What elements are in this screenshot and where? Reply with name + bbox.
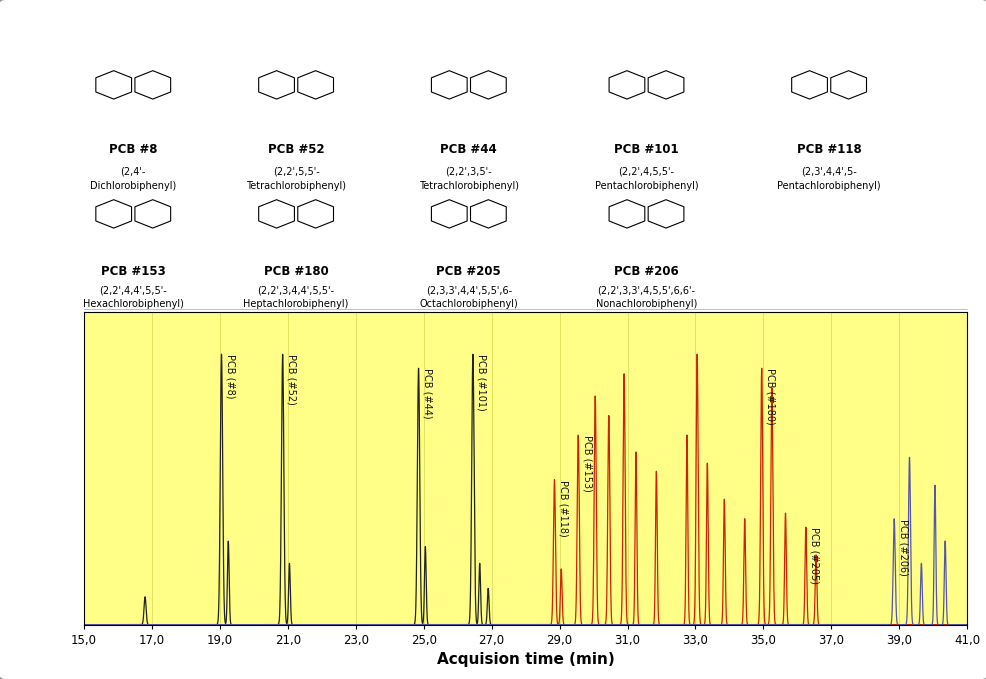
Text: Heptachlorobiphenyl): Heptachlorobiphenyl) [244,299,348,309]
Text: Hexachlorobiphenyl): Hexachlorobiphenyl) [83,299,183,309]
Text: Pentachlorobiphenyl): Pentachlorobiphenyl) [777,181,880,191]
Text: (2,2',3,4,4',5,5'-: (2,2',3,4,4',5,5'- [257,286,334,295]
X-axis label: Acquision time (min): Acquision time (min) [436,653,614,667]
Text: PCB (#205): PCB (#205) [810,527,819,584]
Text: Tetrachlorobiphenyl): Tetrachlorobiphenyl) [246,181,346,191]
Text: PCB (#101): PCB (#101) [476,354,486,411]
Text: PCB #118: PCB #118 [796,143,861,156]
Text: (2,2',5,5'-: (2,2',5,5'- [272,166,319,176]
Text: Nonachlorobiphenyl): Nonachlorobiphenyl) [596,299,696,309]
Text: Pentachlorobiphenyl): Pentachlorobiphenyl) [595,181,697,191]
Text: PCB #101: PCB #101 [613,143,678,156]
Text: PCB (#8): PCB (#8) [226,354,236,399]
Text: (2,3,3',4,4',5,5',6-: (2,3,3',4,4',5,5',6- [425,286,512,295]
Text: Tetrachlorobiphenyl): Tetrachlorobiphenyl) [418,181,519,191]
Text: PCB #180: PCB #180 [263,265,328,278]
Text: (2,2',4,4',5,5'-: (2,2',4,4',5,5'- [100,286,167,295]
Text: PCB #206: PCB #206 [613,265,678,278]
Text: Dichlorobiphenyl): Dichlorobiphenyl) [90,181,176,191]
Text: (2,2',4,5,5'-: (2,2',4,5,5'- [618,166,673,176]
Text: PCB (#206): PCB (#206) [897,519,907,576]
Text: PCB #44: PCB #44 [440,143,497,156]
Text: (2,2',3,3',4,5,5',6,6'-: (2,2',3,3',4,5,5',6,6'- [597,286,695,295]
Text: PCB (#44): PCB (#44) [422,368,432,419]
Text: PCB (#52): PCB (#52) [287,354,297,405]
Text: PCB #205: PCB #205 [436,265,501,278]
Text: (2,3',4,4',5-: (2,3',4,4',5- [801,166,856,176]
Text: PCB #153: PCB #153 [101,265,166,278]
Text: PCB (#118): PCB (#118) [558,479,568,536]
Text: PCB (#153): PCB (#153) [582,435,592,492]
Text: PCB (#180): PCB (#180) [765,368,775,425]
Text: PCB #8: PCB #8 [108,143,158,156]
Text: (2,2',3,5'-: (2,2',3,5'- [445,166,492,176]
Text: (2,4'-: (2,4'- [120,166,146,176]
Text: PCB #52: PCB #52 [267,143,324,156]
Text: Octachlorobiphenyl): Octachlorobiphenyl) [419,299,518,309]
